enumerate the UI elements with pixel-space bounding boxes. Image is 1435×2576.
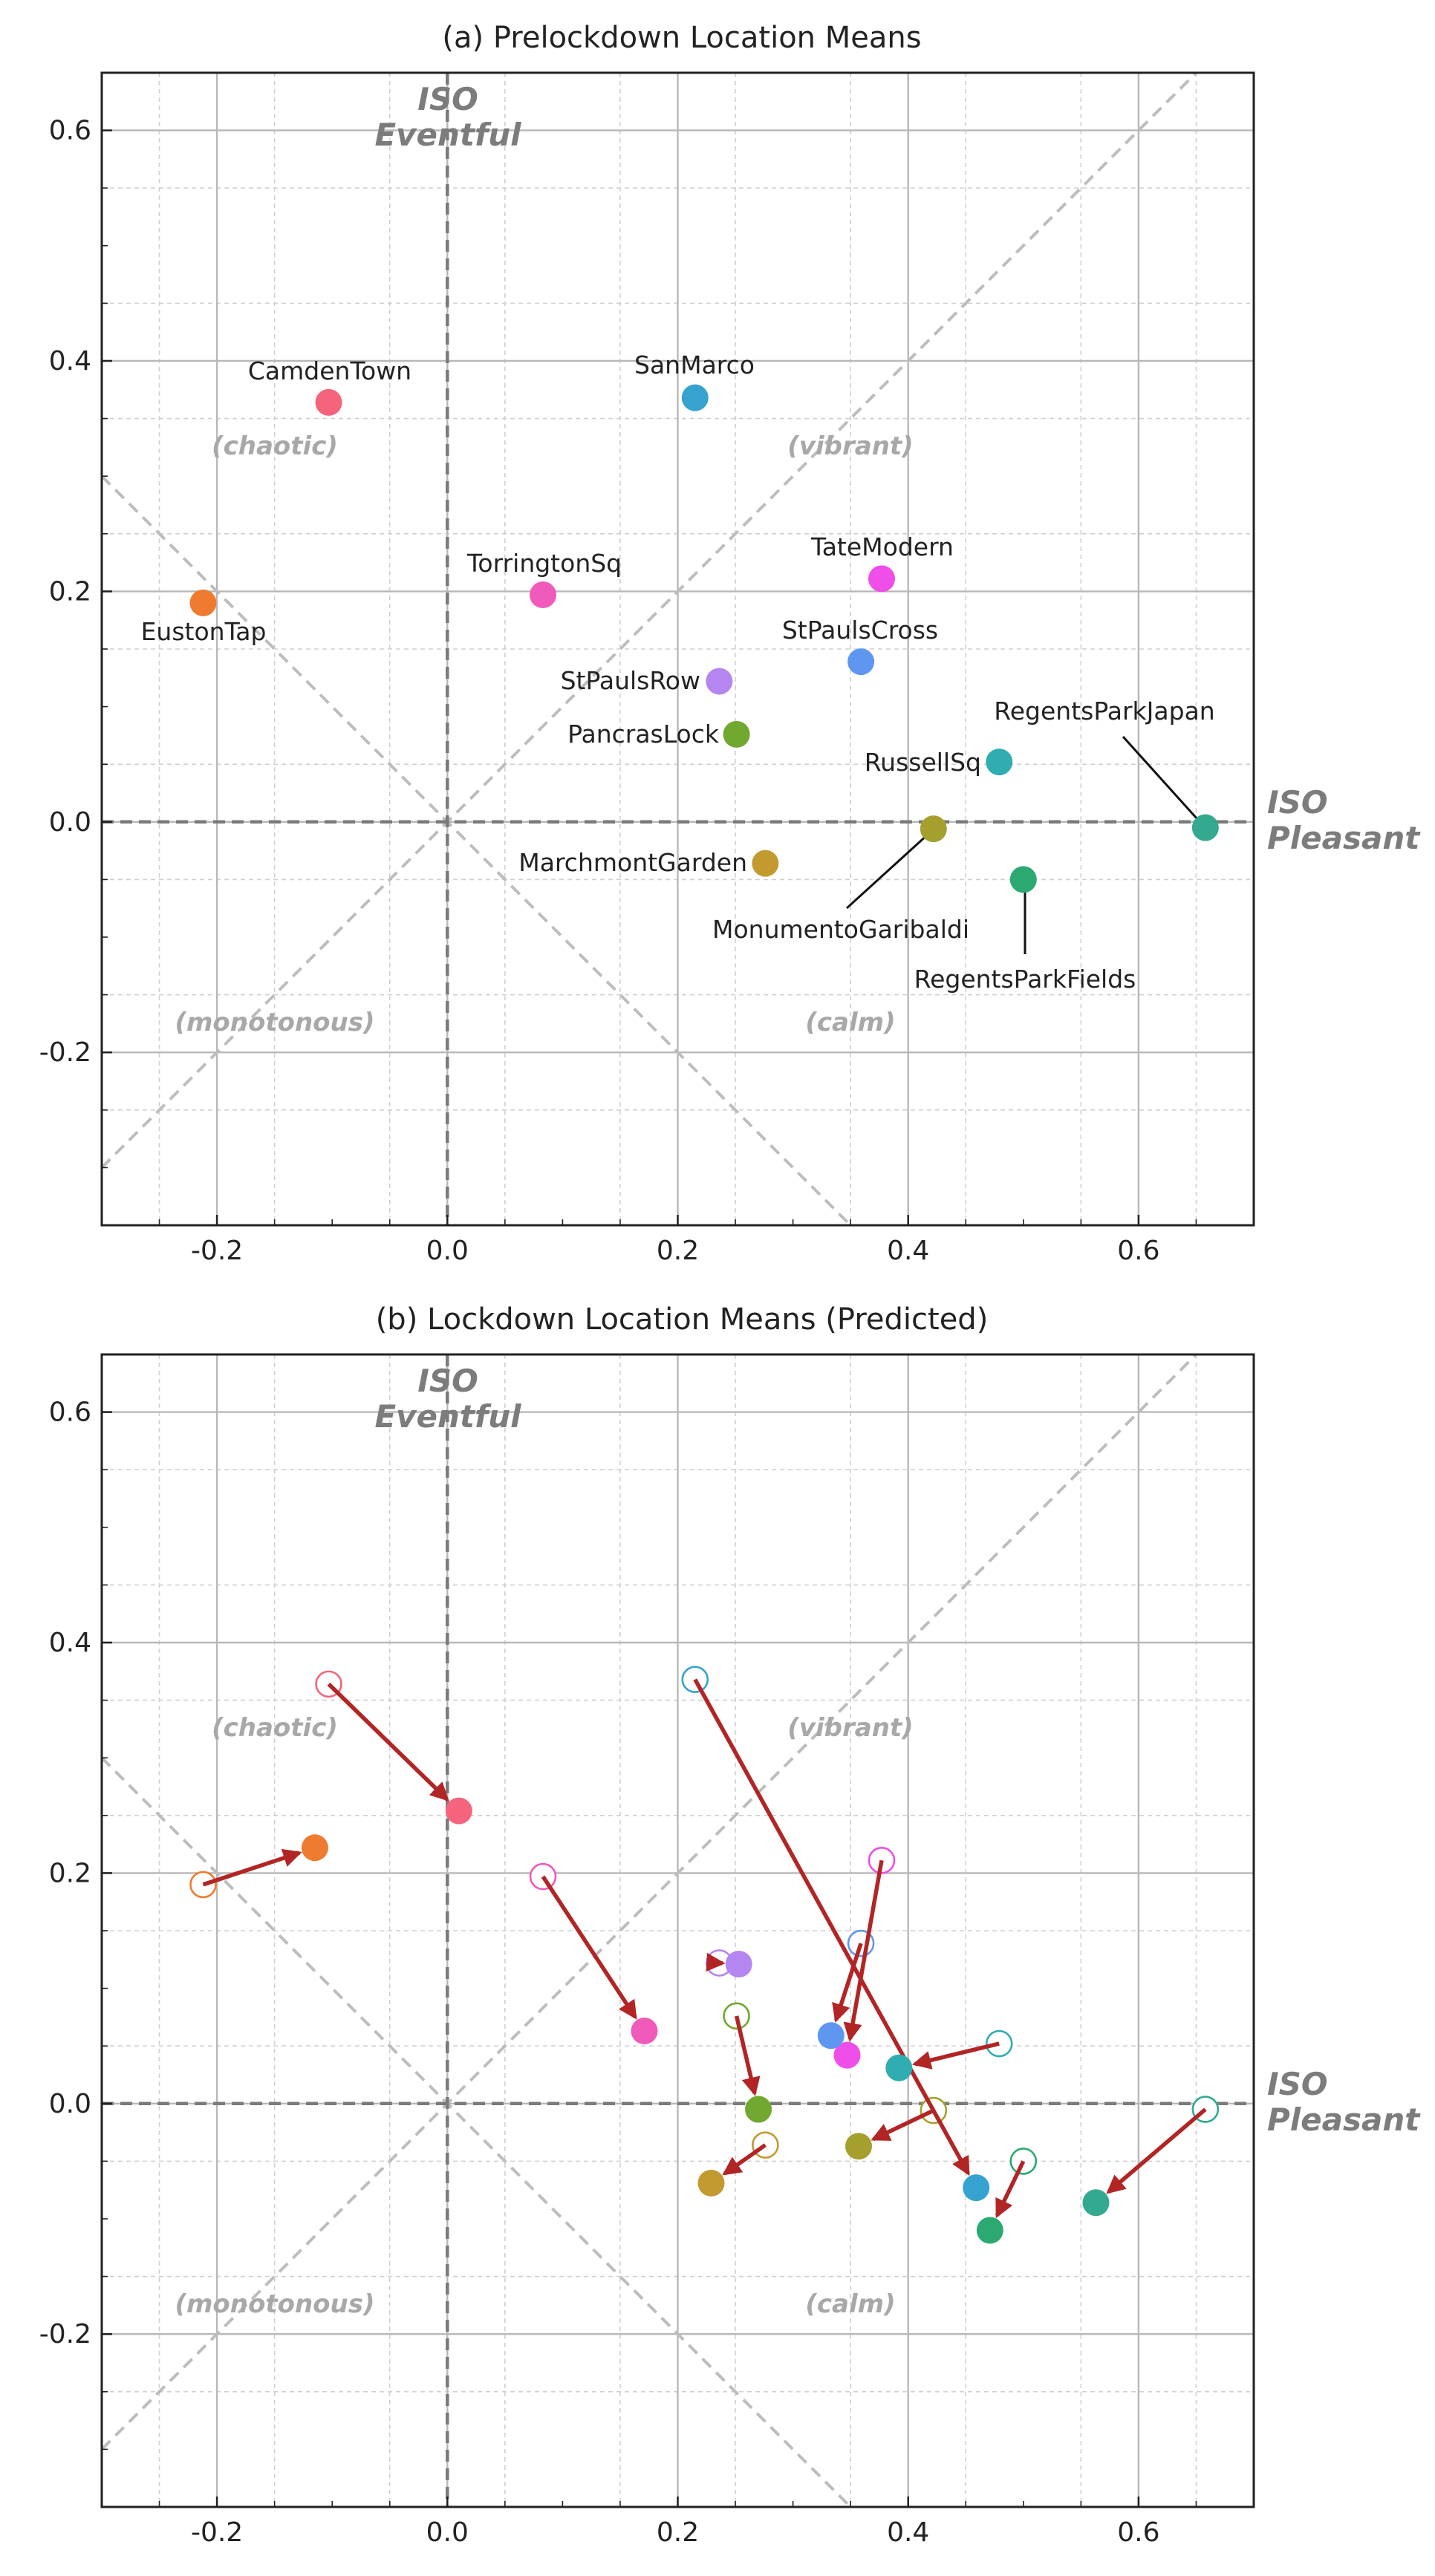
quadrant-label-calm: (calm) (805, 2289, 895, 2319)
leader-line-monumentogaribaldi (845, 832, 930, 910)
point-stpaulscross (847, 648, 875, 676)
shift-arrow-russellsq (911, 2041, 1000, 2070)
point-label-regentsparkfields: RegentsParkFields (914, 965, 1136, 994)
diagonal-guide-falling (102, 1756, 852, 2507)
quadrant-label-chaotic: (chaotic) (212, 431, 338, 461)
point-regentsparkfields (1009, 866, 1037, 893)
lockdown-point-sanmarco (963, 2174, 990, 2202)
shift-arrow-tatemodern (843, 1859, 884, 2042)
point-label-pancraslock: PancrasLock (567, 720, 720, 749)
y-tick-label: -0.2 (39, 1037, 91, 1068)
y-axis-label-eventful: Eventful (374, 117, 521, 153)
lockdown-point-stpaulsrow (725, 1951, 752, 1978)
point-sanmarco (681, 384, 709, 411)
quadrant-label-calm: (calm) (805, 1008, 895, 1037)
diagonal-guide-rising (102, 73, 1197, 1169)
lockdown-point-marchmontgarden (697, 2169, 725, 2197)
point-label-camdentown: CamdenTown (248, 356, 411, 385)
panel-lockdown: (b) Lockdown Location Means (Predicted) … (39, 1302, 1421, 2548)
point-pancraslock (723, 720, 750, 748)
y-axis-label-eventful: Eventful (374, 1398, 521, 1435)
y-tick-label: 0.2 (49, 576, 91, 607)
shift-arrow-torringtonsq (541, 1875, 637, 2020)
diagonal-guide-rising (102, 1354, 1197, 2451)
lockdown-point-regentsparkjapan (1082, 2189, 1110, 2217)
shift-arrow-monumentogaribaldi (871, 2108, 935, 2142)
shift-arrow-pancraslock (734, 2015, 761, 2096)
shift-arrow-sanmarco (693, 1678, 970, 2176)
point-label-marchmontgarden: MarchmontGarden (518, 848, 747, 877)
point-label-torringtonsq: TorringtonSq (466, 549, 622, 578)
point-russellsq (986, 749, 1013, 776)
point-label-monumentogaribaldi: MonumentoGaribaldi (712, 915, 969, 944)
x-tick-label: 0.2 (657, 2517, 699, 2548)
lockdown-point-tatemodern (833, 2041, 861, 2069)
y-tick-label: 0.0 (49, 2089, 91, 2119)
x-tick-label: 0.2 (657, 1236, 699, 1266)
lockdown-point-regentsparkfields (976, 2217, 1003, 2244)
chart-title: (a) Prelockdown Location Means (442, 21, 921, 55)
y-tick-label: 0.4 (49, 346, 91, 376)
x-tick-label: 0.6 (1117, 2517, 1159, 2548)
y-tick-label: 0.6 (49, 1398, 91, 1428)
shift-arrow-camdentown (327, 1682, 449, 1801)
lockdown-point-pancraslock (745, 2096, 772, 2123)
x-tick-label: -0.2 (191, 1236, 243, 1266)
quadrant-label-monotonous: (monotonous) (175, 1008, 374, 1037)
lockdown-point-torringtonsq (631, 2018, 658, 2045)
x-axis-label-pleasant: Pleasant (1267, 2101, 1421, 2138)
x-tick-label: 0.0 (426, 1236, 469, 1266)
y-tick-label: 0.2 (49, 1858, 91, 1888)
y-tick-label: -0.2 (39, 2319, 91, 2350)
y-tick-label: 0.0 (49, 807, 91, 838)
quadrant-label-vibrant: (vibrant) (787, 1713, 913, 1743)
point-camdentown (315, 388, 342, 416)
x-tick-label: 0.6 (1117, 1236, 1159, 1266)
point-label-russellsq: RussellSq (865, 748, 981, 777)
leader-line-regentsparkjapan (1122, 735, 1199, 821)
point-torringtonsq (530, 581, 557, 609)
chart-title: (b) Lockdown Location Means (Predicted) (376, 1302, 989, 1337)
lockdown-point-camdentown (445, 1797, 472, 1825)
point-label-stpaulsrow: StPaulsRow (561, 666, 700, 695)
y-tick-label: 0.4 (49, 1628, 91, 1658)
point-label-sanmarco: SanMarco (634, 350, 755, 379)
point-regentsparkjapan (1191, 814, 1219, 841)
quadrant-label-monotonous: (monotonous) (175, 2289, 374, 2319)
x-axis-label-iso: ISO (1267, 784, 1328, 821)
diagonal-guide-falling (102, 475, 852, 1225)
y-axis-label-iso: ISO (417, 1363, 478, 1399)
point-label-regentsparkjapan: RegentsParkJapan (994, 697, 1214, 725)
x-tick-label: 0.4 (887, 1236, 929, 1266)
lockdown-point-stpaulscross (817, 2022, 845, 2050)
shift-arrow-stpaulscross (832, 1943, 863, 2023)
x-axis-label-iso: ISO (1267, 2066, 1328, 2102)
point-eustontap (189, 589, 217, 616)
y-axis-label-iso: ISO (417, 81, 478, 117)
point-stpaulsrow (706, 668, 733, 695)
shift-arrow-eustontap (202, 1848, 302, 1887)
point-marchmontgarden (752, 850, 779, 877)
x-axis-label-pleasant: Pleasant (1267, 820, 1421, 856)
x-tick-label: 0.4 (887, 2517, 929, 2548)
point-monumentogaribaldi (920, 815, 947, 843)
point-label-eustontap: EustonTap (141, 617, 267, 646)
shift-arrow-regentsparkjapan (1106, 2107, 1207, 2194)
shift-arrow-regentsparkfields (995, 2160, 1026, 2219)
x-tick-label: -0.2 (191, 2517, 243, 2548)
point-label-stpaulscross: StPaulsCross (782, 616, 938, 645)
x-tick-label: 0.0 (426, 2517, 469, 2548)
lockdown-point-russellsq (885, 2054, 913, 2081)
point-label-tatemodern: TateModern (810, 532, 954, 561)
lockdown-point-monumentogaribaldi (845, 2133, 873, 2160)
quadrant-label-chaotic: (chaotic) (212, 1713, 338, 1743)
quadrant-label-vibrant: (vibrant) (787, 431, 913, 461)
shift-arrow-marchmontgarden (722, 2143, 767, 2176)
lockdown-point-eustontap (301, 1834, 328, 1862)
point-tatemodern (868, 565, 896, 593)
y-tick-label: 0.6 (49, 116, 91, 146)
panel-prelockdown: (a) Prelockdown Location Means -0.2 0.0 0.… (39, 21, 1421, 1266)
